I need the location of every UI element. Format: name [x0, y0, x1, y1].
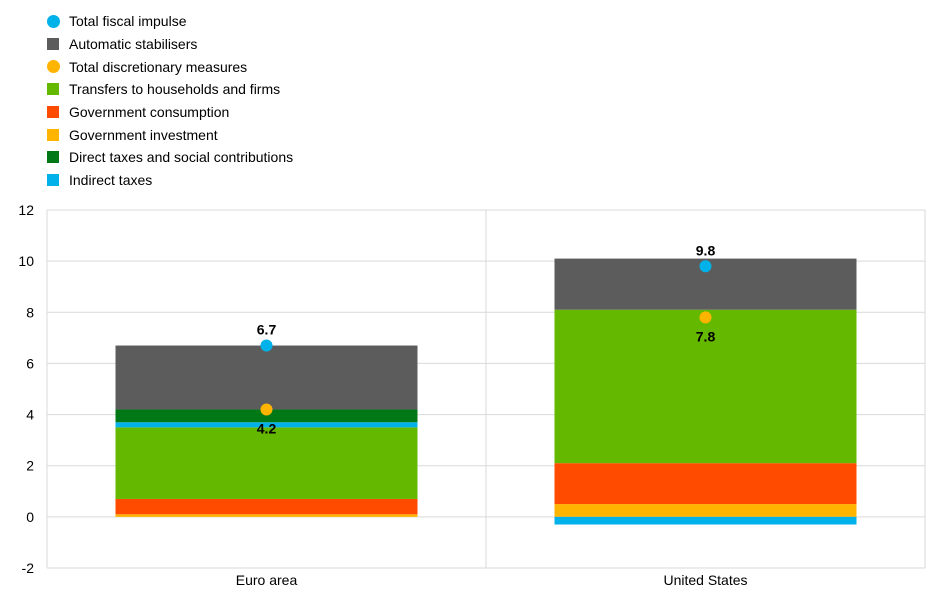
legend-swatch: [47, 83, 59, 96]
bar-segment: [554, 516, 857, 525]
bar-segment: [115, 409, 418, 423]
data-label: 6.7: [257, 322, 277, 338]
marker-point: [699, 311, 712, 324]
legend-item: Indirect taxes: [47, 169, 293, 192]
marker-point: [260, 403, 273, 416]
y-tick-label: -2: [22, 560, 35, 576]
y-tick-label: 4: [26, 407, 34, 423]
legend-label: Total fiscal impulse: [69, 13, 187, 30]
x-tick-label: United States: [663, 572, 747, 588]
legend-item: Total fiscal impulse: [47, 10, 293, 33]
data-label: 4.2: [257, 420, 277, 436]
legend-item: Direct taxes and social contributions: [47, 146, 293, 169]
bar-segment: [115, 514, 418, 517]
legend-item: Government investment: [47, 123, 293, 146]
legend-item: Government consumption: [47, 101, 293, 124]
x-tick-label: Euro area: [236, 572, 298, 588]
bar-segment: [554, 504, 857, 517]
bar-segment: [115, 422, 418, 428]
legend-swatch: [47, 151, 59, 164]
bar-segment: [554, 309, 857, 464]
y-tick-label: 2: [26, 458, 34, 474]
y-tick-label: 0: [26, 509, 34, 525]
legend-label: Indirect taxes: [69, 172, 153, 189]
legend-label: Total discretionary measures: [69, 58, 248, 75]
legend-swatch: [47, 106, 59, 119]
legend-swatch: [47, 128, 59, 141]
legend-item: Automatic stabilisers: [47, 33, 293, 56]
legend-label: Transfers to households and firms: [69, 81, 281, 98]
legend-swatch: [47, 174, 59, 187]
marker-point: [260, 339, 273, 352]
legend-item: Transfers to households and firms: [47, 78, 293, 101]
data-label: 9.8: [696, 242, 716, 258]
legend-label: Direct taxes and social contributions: [69, 149, 294, 166]
y-tick-label: 8: [26, 304, 34, 320]
legend-item: Total discretionary measures: [47, 55, 293, 78]
legend-swatch: [47, 60, 60, 74]
legend-label: Government consumption: [69, 104, 230, 121]
legend-swatch: [47, 38, 59, 51]
marker-point: [699, 260, 712, 273]
bar-segment: [115, 498, 418, 515]
bar-segment: [115, 345, 418, 410]
y-tick-label: 6: [26, 355, 34, 371]
bar-segment: [115, 427, 418, 499]
data-label: 7.8: [696, 328, 716, 344]
y-tick-label: 10: [18, 253, 34, 269]
chart-legend: Total fiscal impulse Automatic stabiliser…: [47, 10, 293, 192]
legend-label: Automatic stabilisers: [69, 36, 198, 53]
bar-segment: [554, 463, 857, 505]
legend-swatch: [47, 14, 60, 28]
y-tick-label: 12: [18, 202, 34, 218]
legend-label: Government investment: [69, 126, 218, 143]
